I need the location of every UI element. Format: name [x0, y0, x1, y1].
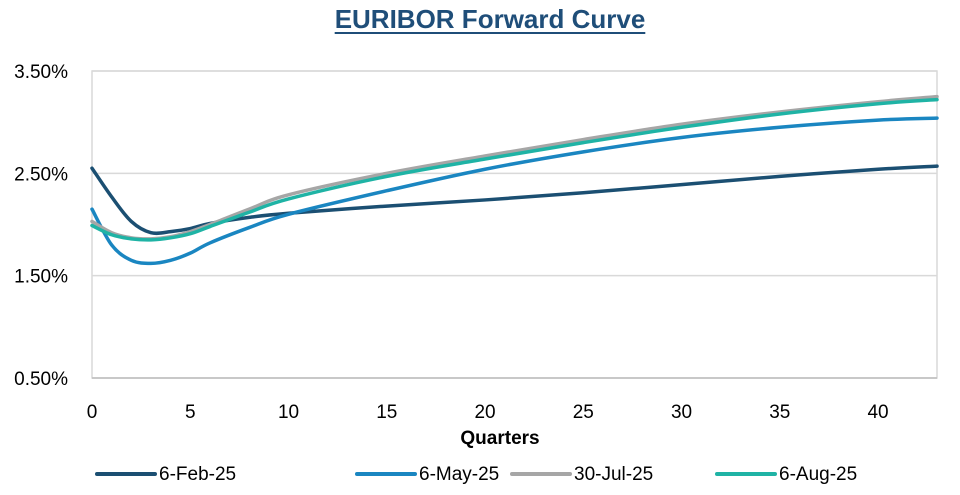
- y-tick-label: 0.50%: [14, 369, 68, 390]
- series-line-6-may-25: [90, 116, 939, 266]
- series-layer: [90, 94, 939, 266]
- x-tick-label: 40: [867, 402, 888, 423]
- legend: 6-Feb-25 6-May-25 30-Jul-25 6-Aug-25: [95, 464, 857, 485]
- y-tick-label: 3.50%: [14, 62, 68, 83]
- y-tick-label: 2.50%: [14, 164, 68, 185]
- x-tick-label: 15: [376, 402, 397, 423]
- x-axis-title: Quarters: [460, 428, 539, 449]
- x-tick-label: 0: [87, 402, 98, 423]
- series-line-30-jul-25: [90, 94, 939, 241]
- legend-label: 30-Jul-25: [574, 464, 653, 485]
- y-tick-label: 1.50%: [14, 267, 68, 288]
- x-tick-label: 20: [474, 402, 495, 423]
- legend-label: 6-Feb-25: [159, 464, 236, 485]
- axis-layer: 0.50% 1.50% 2.50% 3.50% 0 5 10 15 20 25 30 35 40 Quar…: [14, 62, 937, 449]
- legend-label: 6-May-25: [419, 464, 499, 485]
- chart-title: EURIBOR Forward Curve: [334, 4, 646, 34]
- legend-label: 6-Aug-25: [779, 464, 857, 485]
- x-tick-label: 30: [671, 402, 692, 423]
- x-tick-label: 25: [573, 402, 594, 423]
- x-tick-label: 10: [278, 402, 299, 423]
- x-tick-label: 35: [769, 402, 790, 423]
- x-tick-label: 5: [185, 402, 196, 423]
- series-line-6-aug-25: [90, 97, 939, 242]
